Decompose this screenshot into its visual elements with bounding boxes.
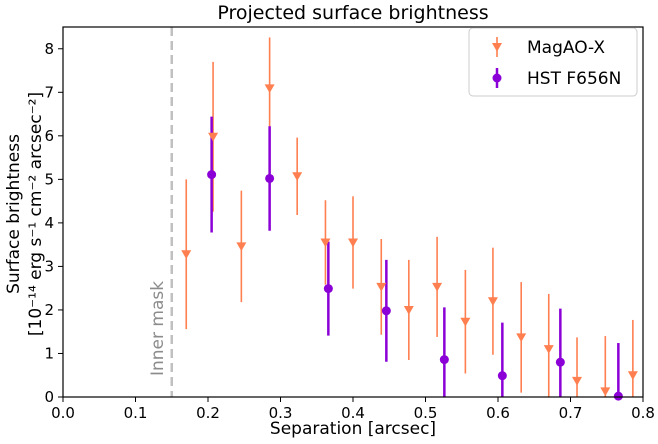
magaox-data-point (432, 282, 443, 292)
chart-title: Projected surface brightness (217, 2, 488, 24)
magaox-data-point (264, 84, 275, 94)
hst-data-point (613, 391, 623, 401)
hst-data-point (323, 284, 333, 294)
x-tick-label: 0.8 (631, 404, 655, 422)
magaox-data-point (460, 317, 471, 327)
legend-label: MagAO-X (527, 38, 605, 58)
y-axis-label-line2: [10⁻¹⁴ erg s⁻¹ cm⁻² arcsec⁻²] (26, 92, 46, 336)
hst-data-point (497, 371, 507, 381)
hst-data-point (265, 173, 275, 183)
legend-items: MagAO-X HST F656N (492, 37, 621, 89)
magaox-data-point (181, 250, 192, 259)
y-tick-label: 1 (44, 344, 54, 362)
inner-mask-label: Inner mask (148, 281, 168, 376)
y-tick-label: 6 (44, 127, 54, 145)
y-tick-label: 2 (44, 301, 54, 319)
magaox-data-point (403, 305, 414, 315)
magaox-data-point (600, 387, 611, 397)
x-axis-label: Separation [arcsec] (270, 419, 436, 439)
y-tick-label: 3 (44, 257, 54, 275)
inner-mask-layer: Inner mask (148, 27, 173, 397)
magaox-data-point (516, 333, 527, 343)
legend-box (468, 27, 638, 97)
y-tick-label: 8 (44, 40, 54, 58)
magaox-data-point (376, 282, 387, 292)
magaox-data-point (572, 376, 583, 386)
y-tick-label: 7 (44, 83, 54, 101)
y-axis-ticks: 0 1 2 3 4 5 6 7 8 (44, 40, 63, 406)
y-axis-label-line1: Surface brightness (4, 134, 24, 294)
data-markers (181, 84, 638, 401)
legend-marker-swatch (492, 43, 502, 52)
legend: MagAO-X HST F656N (468, 27, 638, 97)
x-axis-ticks: 0.0 0.1 0.2 0.3 0.4 0.5 0.6 0.7 0.8 (51, 397, 655, 422)
magaox-data-point (543, 345, 554, 354)
y-tick-label: 0 (44, 388, 54, 406)
x-tick-label: 0.6 (486, 404, 510, 422)
hst-data-point (381, 306, 391, 316)
x-tick-label: 0.4 (341, 404, 365, 422)
hst-data-point (207, 170, 217, 180)
x-tick-label: 0.0 (51, 404, 75, 422)
legend-marker-swatch (492, 73, 502, 83)
x-tick-label: 0.2 (196, 404, 220, 422)
plot-frame (62, 26, 644, 398)
y-tick-label: 5 (44, 170, 54, 188)
magaox-data-point (292, 172, 303, 182)
magaox-data-point (348, 238, 358, 248)
hst-data-point (555, 357, 565, 367)
x-tick-label: 0.1 (124, 404, 148, 422)
x-tick-label: 0.7 (559, 404, 583, 422)
magaox-data-point (236, 242, 247, 252)
magaox-data-point (487, 297, 498, 306)
magaox-data-point (208, 132, 219, 142)
legend-label: HST F656N (527, 69, 621, 89)
x-tick-label: 0.5 (414, 404, 438, 422)
magaox-data-point (320, 238, 331, 248)
y-tick-label: 4 (44, 214, 54, 232)
hst-data-point (439, 355, 449, 365)
x-tick-label: 0.3 (269, 404, 293, 422)
magaox-data-point (627, 371, 638, 380)
